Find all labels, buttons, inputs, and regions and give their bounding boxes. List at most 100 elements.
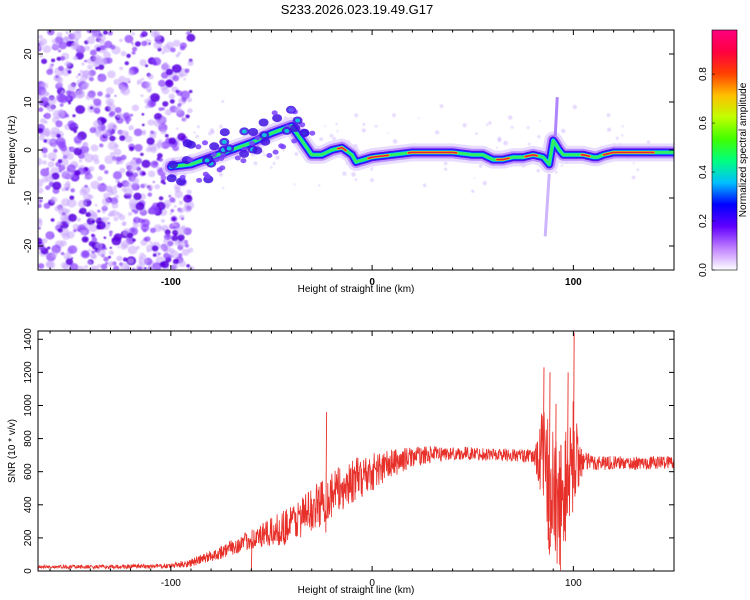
faint-speck <box>621 125 625 128</box>
ridge-blob <box>249 140 255 146</box>
noise-blob <box>43 114 46 118</box>
noise-blob <box>137 266 143 270</box>
noise-blob <box>52 144 57 149</box>
noise-blob <box>60 208 65 213</box>
noise-blob <box>59 103 64 107</box>
noise-blob <box>93 158 100 165</box>
ridge-blob <box>179 175 186 180</box>
noise-blob <box>172 258 179 265</box>
faint-speck <box>196 125 200 129</box>
noise-blob <box>183 78 186 81</box>
noise-blob <box>129 113 134 117</box>
noise-blob <box>142 30 147 35</box>
ridge-blob <box>280 144 287 150</box>
noise-blob <box>113 216 119 222</box>
noise-blob <box>57 141 67 149</box>
noise-blob <box>131 42 134 45</box>
ridge-blob <box>234 155 241 161</box>
noise-blob <box>150 130 155 135</box>
noise-blob <box>89 106 94 110</box>
noise-blob <box>93 98 102 106</box>
noise-blob <box>67 91 77 100</box>
noise-blob <box>108 101 112 105</box>
noise-blob <box>140 152 144 156</box>
noise-blob <box>148 42 151 45</box>
noise-blob <box>150 146 157 153</box>
ridge-blob <box>204 173 211 179</box>
noise-blob <box>38 135 45 141</box>
noise-blob <box>101 210 106 214</box>
x-tick-label: 0 <box>369 578 375 589</box>
noise-blob <box>64 36 68 39</box>
noise-blob <box>84 153 94 163</box>
noise-blob <box>99 143 104 148</box>
noise-blob <box>45 260 54 268</box>
faint-speck <box>536 169 540 173</box>
noise-blob <box>38 237 43 245</box>
faint-speck <box>443 161 448 166</box>
noise-blob <box>50 218 55 222</box>
noise-blob <box>78 159 83 163</box>
faint-speck <box>374 124 378 128</box>
noise-blob <box>84 45 91 51</box>
noise-blob <box>129 146 135 152</box>
noise-blob <box>133 128 143 137</box>
noise-blob <box>60 240 67 247</box>
ridge-blob-core <box>204 158 210 163</box>
noise-blob <box>160 116 167 123</box>
noise-blob <box>56 81 64 87</box>
noise-blob <box>70 188 75 193</box>
noise-blob <box>164 134 169 138</box>
colorbar-tick-label: 0.6 <box>698 116 709 130</box>
snr-spike <box>542 367 545 489</box>
x-tick-label: -100 <box>161 277 181 288</box>
faint-speck <box>485 123 489 127</box>
noise-blob <box>146 137 155 145</box>
noise-blob <box>158 79 166 87</box>
noise-blob <box>120 50 127 57</box>
noise-blob <box>163 239 168 244</box>
faint-speck <box>435 130 440 135</box>
colorbar-ticks: 0.0 0.2 0.4 0.6 0.8 <box>698 67 715 277</box>
noise-blob <box>109 110 116 117</box>
faint-speck <box>503 140 508 146</box>
noise-blob <box>56 56 62 61</box>
noise-blob <box>182 117 187 122</box>
faint-speck <box>342 171 347 176</box>
noise-blob <box>47 246 51 250</box>
noise-blob <box>188 89 193 94</box>
noise-blob <box>73 229 77 233</box>
faint-speck <box>495 146 498 149</box>
noise-blob <box>168 93 175 100</box>
noise-blob <box>55 226 58 229</box>
noise-blob <box>84 82 90 87</box>
noise-blob <box>162 101 169 107</box>
y-tick-label: -10 <box>23 190 34 205</box>
noise-blob <box>133 192 142 201</box>
noise-blob <box>47 30 55 36</box>
noise-blob <box>95 130 103 137</box>
noise-blob <box>58 65 64 71</box>
snr-xlabel: Height of straight line (km) <box>298 585 415 596</box>
noise-blob <box>147 119 155 126</box>
noise-blob <box>80 250 90 259</box>
snr-ylabel: SNR (10 * v/v) <box>7 419 18 483</box>
noise-blob <box>57 159 63 164</box>
noise-blob <box>178 260 186 268</box>
noise-blob <box>72 223 80 230</box>
noise-blob <box>141 131 146 136</box>
ridge-blob <box>209 142 220 151</box>
noise-blob <box>131 183 140 191</box>
noise-blob <box>41 238 48 244</box>
noise-blob <box>98 39 105 45</box>
colorbar-tick-label: 0.8 <box>698 67 709 81</box>
noise-blob <box>92 54 101 62</box>
faint-speck <box>439 104 444 108</box>
noise-blob <box>74 90 85 99</box>
noise-blob <box>38 226 41 230</box>
noise-blob <box>69 195 75 201</box>
noise-blob <box>91 237 98 243</box>
noise-blob <box>108 191 114 196</box>
ridge-blob-core <box>241 129 247 134</box>
